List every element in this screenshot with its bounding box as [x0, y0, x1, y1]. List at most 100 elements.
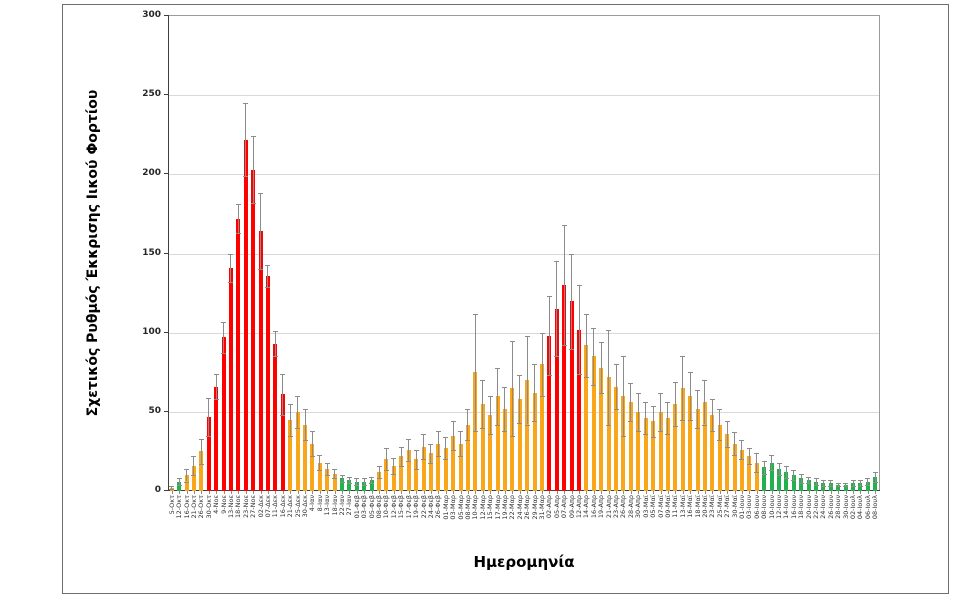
- error-bar-cap: [828, 486, 834, 488]
- error-bar-cap: [391, 457, 397, 459]
- bar: [643, 418, 648, 491]
- bar: [784, 472, 789, 491]
- bar: [399, 456, 404, 491]
- error-bar-cap: [583, 377, 589, 378]
- error-bar-cap: [680, 356, 686, 358]
- error-bar-cap: [835, 483, 841, 485]
- error-bar-cap: [598, 342, 604, 344]
- error-bar-cap: [820, 486, 826, 488]
- error-bar: [223, 321, 225, 354]
- error-bar-cap: [206, 397, 212, 399]
- x-tick-mark: [727, 491, 729, 494]
- error-bar-cap: [458, 430, 464, 432]
- bar: [814, 481, 819, 491]
- error-bar-cap: [509, 340, 515, 342]
- error-bar-cap: [280, 373, 286, 375]
- error-bar: [304, 408, 306, 441]
- x-tick-mark: [393, 491, 395, 494]
- error-bar-cap: [576, 373, 582, 375]
- error-bar-cap: [561, 225, 567, 226]
- error-bar-cap: [198, 464, 204, 466]
- bar: [614, 386, 619, 491]
- bar: [465, 424, 470, 491]
- x-tick-mark: [675, 491, 677, 494]
- x-tick-mark: [860, 491, 862, 494]
- x-tick-mark: [438, 491, 440, 494]
- error-bar: [867, 478, 869, 485]
- error-bar: [719, 408, 721, 441]
- x-tick-mark: [793, 491, 795, 494]
- x-tick-mark: [579, 491, 581, 494]
- error-bar: [289, 403, 291, 436]
- error-bar: [622, 356, 624, 436]
- x-tick-mark: [342, 491, 344, 494]
- x-tick-mark: [549, 491, 551, 494]
- error-bar-cap: [450, 421, 456, 423]
- error-bar-cap: [324, 475, 330, 477]
- error-bar: [408, 438, 410, 461]
- error-bar-cap: [643, 434, 649, 435]
- x-tick-mark: [697, 491, 699, 494]
- bar: [517, 399, 522, 491]
- error-bar-cap: [761, 473, 767, 475]
- bar: [488, 415, 493, 491]
- error-bar-cap: [443, 437, 449, 439]
- x-tick-mark: [475, 491, 477, 494]
- bar: [436, 443, 441, 491]
- chart-frame: Σχετικός Ρυθμός Έκκρισης Ιικού Φορτίου Η…: [62, 4, 949, 594]
- error-bar-cap: [843, 486, 849, 488]
- error-bar: [504, 386, 506, 431]
- error-bar: [585, 313, 587, 377]
- error-bar-cap: [754, 472, 760, 473]
- error-bar: [319, 454, 321, 471]
- error-bar-cap: [606, 424, 612, 426]
- bar: [710, 415, 715, 491]
- x-tick-mark: [267, 491, 269, 494]
- error-bar-cap: [228, 282, 234, 283]
- error-bar-cap: [539, 332, 545, 334]
- x-tick-mark: [771, 491, 773, 494]
- x-tick-mark: [356, 491, 358, 494]
- error-bar: [726, 421, 728, 447]
- error-bar-cap: [561, 345, 567, 347]
- bar: [577, 329, 582, 491]
- x-tick-mark: [556, 491, 558, 494]
- error-bar-cap: [287, 435, 293, 437]
- error-bar-cap: [828, 479, 834, 481]
- bar: [391, 465, 396, 491]
- gridline: [168, 174, 879, 176]
- bar: [362, 481, 367, 491]
- error-bar: [341, 475, 343, 482]
- error-bar-cap: [665, 434, 671, 435]
- error-bar-cap: [191, 475, 197, 477]
- bar: [228, 267, 233, 491]
- error-bar: [423, 434, 425, 460]
- error-bar: [637, 392, 639, 431]
- bar: [236, 218, 241, 491]
- error-bar-cap: [258, 193, 264, 195]
- bar: [791, 475, 796, 491]
- y-tick-mark: [164, 173, 168, 175]
- error-bar-cap: [169, 489, 175, 491]
- error-bar: [763, 460, 765, 474]
- x-tick-mark: [593, 491, 595, 494]
- error-bar-cap: [702, 380, 708, 382]
- error-bar-cap: [361, 484, 367, 486]
- x-tick-mark: [542, 491, 544, 494]
- bar: [428, 453, 433, 491]
- x-tick-mark: [816, 491, 818, 494]
- error-bar: [785, 465, 787, 479]
- x-tick-mark: [830, 491, 832, 494]
- bar: [303, 424, 308, 491]
- x-tick-mark: [638, 491, 640, 494]
- bar: [340, 478, 345, 491]
- error-bar-cap: [569, 348, 575, 350]
- error-bar-cap: [332, 468, 338, 470]
- bar: [184, 475, 189, 491]
- bar: [739, 449, 744, 491]
- error-bar: [645, 402, 647, 434]
- error-bar: [822, 479, 824, 487]
- x-tick-mark: [171, 491, 173, 494]
- error-bar-cap: [361, 478, 367, 480]
- bar: [762, 467, 767, 491]
